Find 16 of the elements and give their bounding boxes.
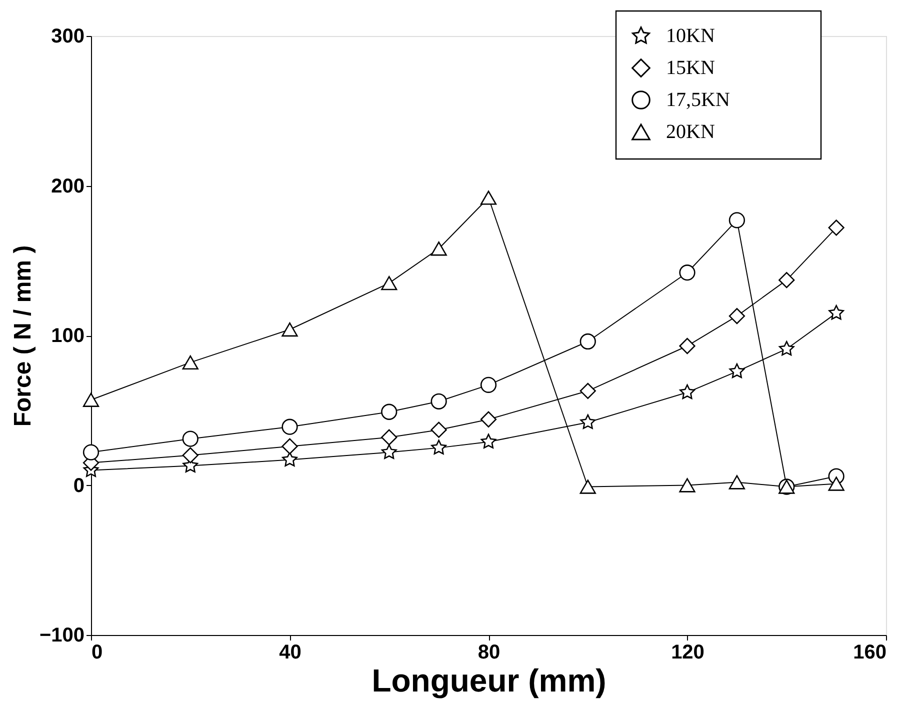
legend-label: 20KN xyxy=(666,121,715,143)
x-tick-label: 120 xyxy=(671,642,704,664)
legend-label: 15KN xyxy=(666,57,715,79)
y-tick-label: 300 xyxy=(51,26,84,48)
y-tick-label: 100 xyxy=(51,325,84,347)
y-tick-label: 0 xyxy=(73,474,84,497)
y-tick-label: 200 xyxy=(51,175,84,198)
x-tick-label: 80 xyxy=(478,642,500,664)
y-tick-label: −100 xyxy=(39,624,84,646)
legend-label: 10KN xyxy=(666,25,715,47)
legend-label: 17,5KN xyxy=(666,89,730,111)
x-tick-label: 40 xyxy=(279,642,302,664)
x-tick-label: 160 xyxy=(853,642,886,664)
x-tick-label: 0 xyxy=(92,642,103,664)
y-axis-title: Force ( N / mm ) xyxy=(9,245,36,427)
x-axis-title: Longueur (mm) xyxy=(372,662,606,698)
